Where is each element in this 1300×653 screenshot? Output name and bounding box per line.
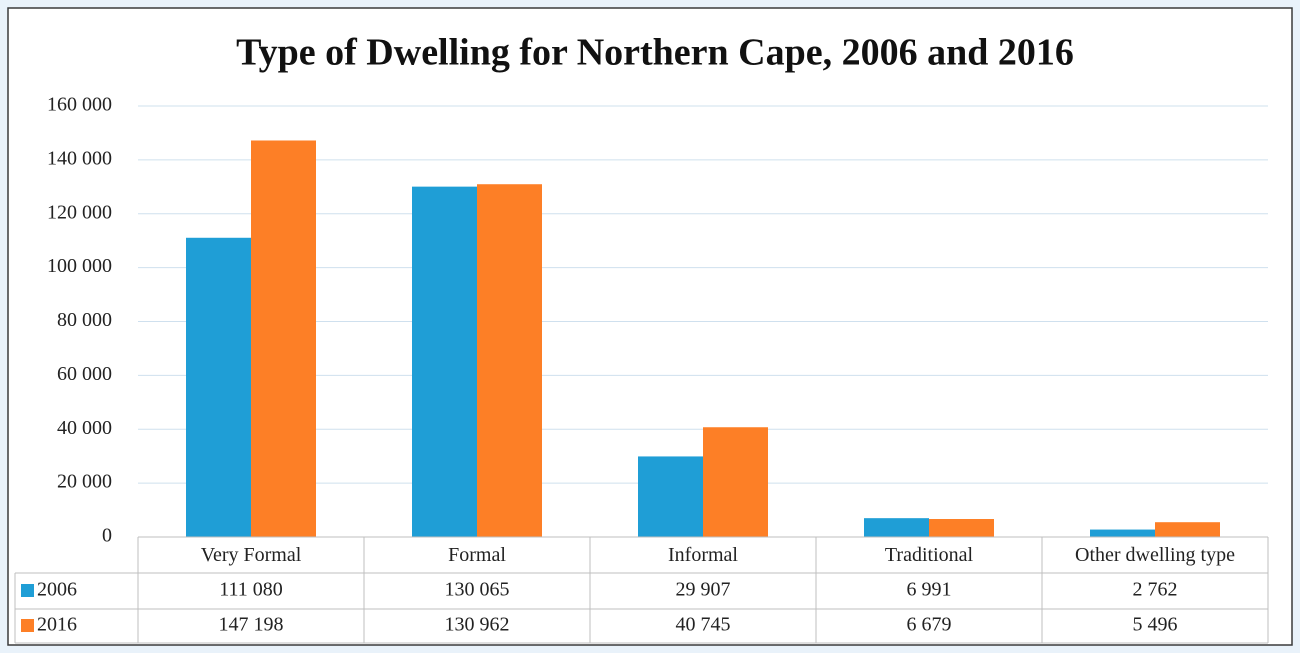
bar — [251, 140, 316, 537]
chart-title: Type of Dwelling for Northern Cape, 2006… — [236, 32, 1074, 74]
bar — [864, 518, 929, 537]
y-tick-label: 120 000 — [47, 201, 112, 223]
legend-swatch — [21, 584, 34, 597]
table-value: 6 991 — [907, 579, 952, 601]
y-tick-label: 160 000 — [47, 94, 112, 116]
table-value: 5 496 — [1133, 614, 1178, 636]
table-value: 2 762 — [1133, 579, 1178, 601]
bar — [929, 519, 994, 537]
table-value: 130 065 — [445, 579, 510, 601]
table-value: 147 198 — [219, 614, 284, 636]
legend-label: 2016 — [37, 614, 77, 636]
y-tick-label: 60 000 — [57, 363, 112, 385]
y-tick-label: 20 000 — [57, 471, 112, 493]
bar — [638, 456, 703, 537]
bar — [703, 427, 768, 537]
y-tick-label: 100 000 — [47, 255, 112, 277]
table-value: 130 962 — [445, 614, 510, 636]
bar — [1090, 529, 1155, 537]
y-tick-label: 80 000 — [57, 309, 112, 331]
legend-label: 2006 — [37, 579, 77, 601]
x-tick-label: Other dwelling type — [1075, 544, 1235, 566]
y-tick-label: 140 000 — [47, 147, 112, 169]
x-tick-label: Very Formal — [201, 544, 302, 566]
bar — [477, 184, 542, 537]
table-value: 29 907 — [676, 579, 731, 601]
table-value: 111 080 — [219, 579, 283, 601]
bar — [186, 237, 251, 537]
table-value: 40 745 — [676, 614, 731, 636]
x-tick-label: Formal — [448, 544, 506, 566]
x-tick-label: Traditional — [885, 544, 974, 566]
x-tick-label: Informal — [668, 544, 738, 566]
legend-swatch — [21, 619, 34, 632]
bar — [412, 186, 477, 538]
table-value: 6 679 — [907, 614, 952, 636]
y-tick-label: 0 — [102, 525, 112, 547]
bar — [1155, 522, 1220, 537]
y-tick-label: 40 000 — [57, 417, 112, 439]
